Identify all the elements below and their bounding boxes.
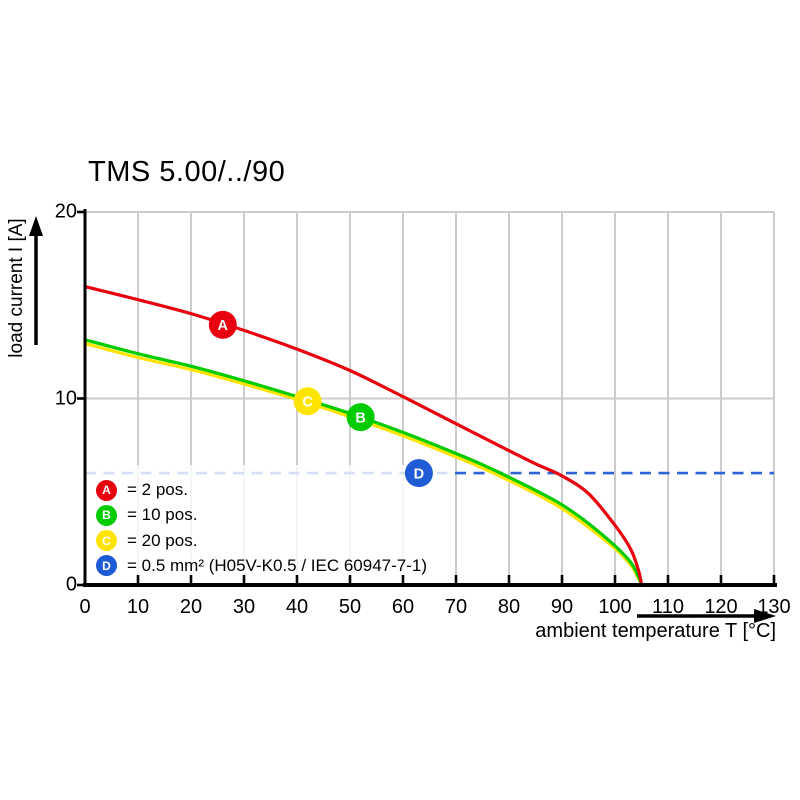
y-axis-title: load current I [A] bbox=[6, 218, 27, 358]
x-tick-label: 100 bbox=[598, 596, 632, 618]
y-tick-label: 0 bbox=[65, 573, 77, 596]
x-tick-label: 70 bbox=[444, 596, 468, 618]
x-tick-label: 20 bbox=[179, 596, 203, 618]
x-tick-label: 110 bbox=[652, 596, 684, 618]
y-axis-arrow-head bbox=[29, 216, 43, 236]
x-tick-label: 50 bbox=[338, 596, 362, 618]
curve-b bbox=[83, 338, 644, 587]
legend-c-badge-icon: C bbox=[96, 530, 117, 552]
x-tick-label: 30 bbox=[232, 596, 256, 618]
marker-b-label: B bbox=[355, 410, 365, 426]
x-tick-label: 90 bbox=[550, 596, 574, 618]
x-tick-label: 80 bbox=[497, 596, 521, 618]
x-tick-label: 120 bbox=[704, 596, 738, 618]
legend-b-badge-icon: B bbox=[96, 504, 117, 526]
legend-item-text: = 10 pos. bbox=[127, 505, 198, 525]
x-tick-label: 40 bbox=[285, 596, 309, 618]
legend-item-a: A = 2 pos. bbox=[96, 478, 188, 502]
legend-item-c: C = 20 pos. bbox=[96, 529, 197, 553]
y-tick-label: 10 bbox=[54, 387, 77, 409]
marker-a-label: A bbox=[218, 318, 229, 334]
legend-backdrop bbox=[86, 465, 448, 583]
legend-item-b: B = 10 pos. bbox=[96, 503, 197, 527]
legend-item-text: = 0.5 mm² (H05V-K0.5 / IEC 60947-7-1) bbox=[127, 555, 427, 575]
x-tick-label: 60 bbox=[391, 596, 415, 618]
legend-d-badge-icon: D bbox=[96, 555, 117, 577]
chart-title: TMS 5.00/../90 bbox=[88, 156, 286, 188]
marker-c-circle bbox=[293, 387, 322, 416]
y-tick-label: 20 bbox=[54, 200, 77, 223]
x-axis-title: ambient temperature T [°C] bbox=[535, 620, 776, 642]
marker-b-circle bbox=[346, 403, 375, 432]
legend-item-text: = 20 pos. bbox=[127, 530, 198, 550]
marker-d-circle bbox=[404, 459, 433, 488]
legend-item-text: = 2 pos. bbox=[127, 480, 188, 499]
x-tick-label: 10 bbox=[126, 596, 150, 618]
legend-a-badge-icon: A bbox=[96, 479, 117, 501]
curve-c bbox=[83, 341, 644, 587]
marker-c-label: C bbox=[302, 394, 313, 410]
x-axis-arrow-head bbox=[754, 609, 776, 623]
marker-a-circle bbox=[208, 310, 237, 339]
legend-item-d: D = 0.5 mm² (H05V-K0.5 / IEC 60947-7-1) bbox=[96, 554, 427, 578]
marker-d-label: D bbox=[414, 466, 424, 482]
x-tick-label: 0 bbox=[79, 596, 91, 618]
x-tick-label: 130 bbox=[757, 596, 791, 618]
